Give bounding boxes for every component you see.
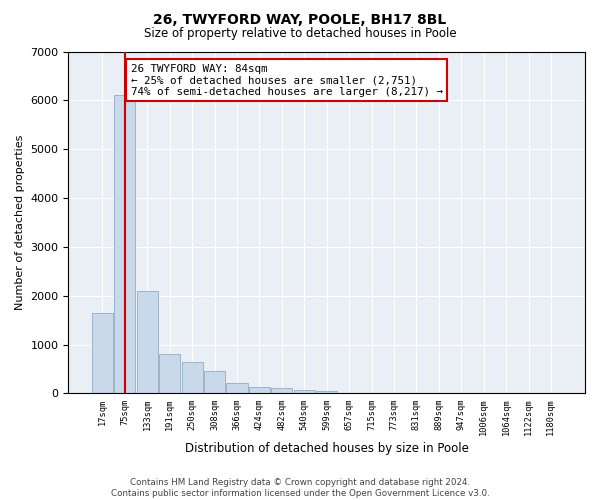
Bar [204,372,225,394]
Bar [92,313,113,394]
Bar [338,392,360,394]
Bar [114,96,136,394]
Bar [182,362,203,394]
Text: Contains HM Land Registry data © Crown copyright and database right 2024.
Contai: Contains HM Land Registry data © Crown c… [110,478,490,498]
Text: Size of property relative to detached houses in Poole: Size of property relative to detached ho… [143,28,457,40]
Bar [293,390,315,394]
Text: 26 TWYFORD WAY: 84sqm
← 25% of detached houses are smaller (2,751)
74% of semi-d: 26 TWYFORD WAY: 84sqm ← 25% of detached … [131,64,443,97]
Bar [249,387,270,394]
Bar [137,291,158,394]
Bar [316,391,337,394]
Text: 26, TWYFORD WAY, POOLE, BH17 8BL: 26, TWYFORD WAY, POOLE, BH17 8BL [154,12,446,26]
Y-axis label: Number of detached properties: Number of detached properties [15,135,25,310]
Bar [226,382,248,394]
Bar [271,388,292,394]
X-axis label: Distribution of detached houses by size in Poole: Distribution of detached houses by size … [185,442,469,455]
Bar [159,354,180,394]
